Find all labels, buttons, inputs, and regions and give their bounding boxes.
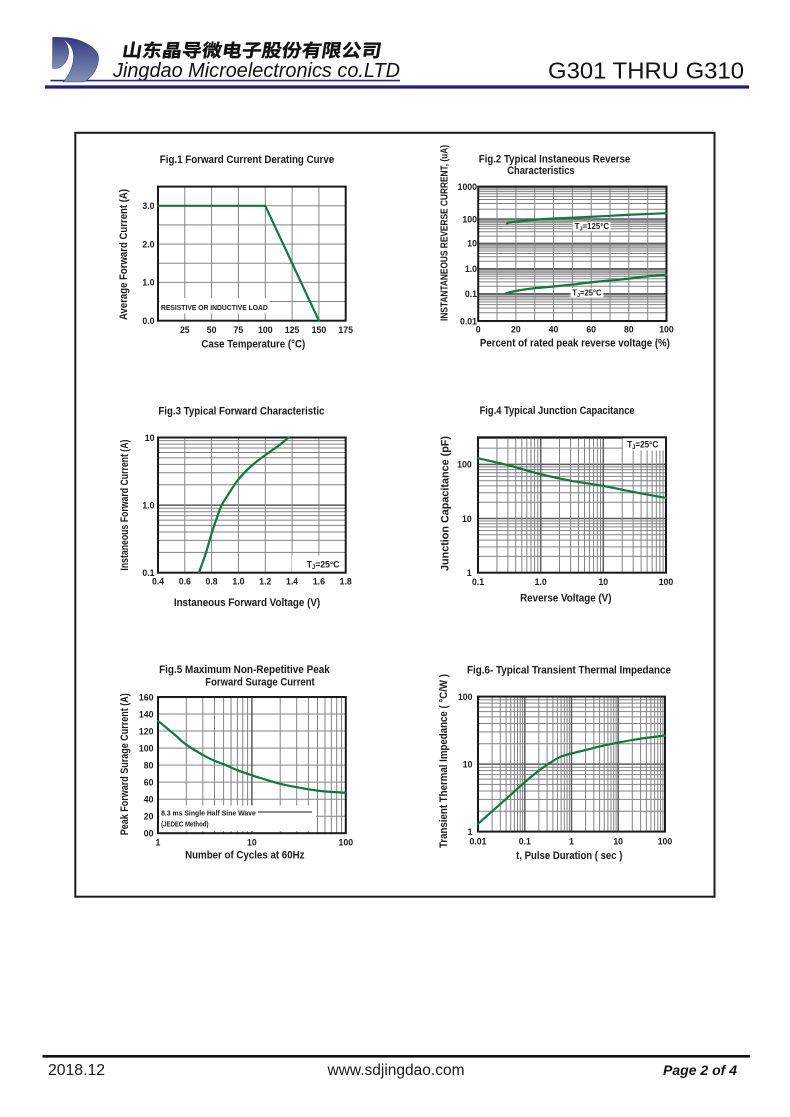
svg-text:1.8: 1.8 [340, 577, 352, 587]
svg-text:125: 125 [285, 325, 300, 335]
svg-text:160: 160 [139, 692, 154, 702]
svg-text:Instaneous Forward Voltage (V): Instaneous Forward Voltage (V) [174, 597, 321, 609]
svg-text:2.0: 2.0 [142, 239, 154, 249]
svg-text:100: 100 [659, 324, 674, 334]
svg-text:0.6: 0.6 [179, 577, 191, 587]
svg-text:10: 10 [247, 838, 257, 848]
svg-text:175: 175 [338, 325, 353, 335]
svg-text:60: 60 [586, 324, 596, 334]
svg-text:60: 60 [144, 777, 154, 787]
svg-text:10: 10 [613, 837, 623, 847]
svg-text:Peak Forward Surage Current (A: Peak Forward Surage Current (A) [119, 693, 131, 835]
svg-text:INSTANTANEOUS REVERSE CURRENT,: INSTANTANEOUS REVERSE CURRENT, (uA) [439, 145, 451, 321]
svg-text:Case Temperature (°C): Case Temperature (°C) [201, 339, 305, 351]
svg-text:80: 80 [624, 324, 634, 334]
svg-text:1: 1 [156, 838, 161, 848]
svg-text:1: 1 [569, 837, 574, 847]
svg-text:40: 40 [144, 795, 154, 805]
svg-text:100: 100 [458, 692, 473, 702]
svg-text:1.0: 1.0 [232, 577, 244, 587]
svg-text:1: 1 [467, 568, 472, 578]
svg-text:100: 100 [339, 838, 354, 848]
svg-text:Forward Surage Current: Forward Surage Current [205, 677, 315, 689]
svg-text:25: 25 [180, 325, 190, 335]
svg-text:Characteristics: Characteristics [507, 165, 574, 177]
svg-text:TJ=25°C: TJ=25°C [307, 559, 340, 571]
svg-text:3.0: 3.0 [142, 201, 154, 211]
svg-text:1.2: 1.2 [259, 577, 271, 587]
svg-text:1000: 1000 [458, 182, 477, 192]
svg-text:RESISTIVE OR INDUCTIVE LOAD: RESISTIVE OR INDUCTIVE LOAD [161, 303, 268, 312]
svg-text:75: 75 [234, 325, 244, 335]
svg-text:TJ=25°C: TJ=25°C [572, 289, 602, 299]
svg-text:Reverse Voltage (V): Reverse Voltage (V) [520, 593, 612, 605]
svg-text:2018.12: 2018.12 [48, 1062, 105, 1079]
svg-text:1.4: 1.4 [286, 577, 299, 587]
svg-text:0.1: 0.1 [519, 837, 531, 847]
svg-text:Fig.4 Typical Junction Capaci: Fig.4 Typical Junction Capacitance [480, 405, 635, 417]
svg-text:Number of Cycles at 60Hz: Number of Cycles at 60Hz [185, 850, 305, 862]
svg-text:Percent of rated peak reverse: Percent of rated peak reverse voltage (%… [480, 337, 670, 349]
svg-text:Fig.3 Typical Forward Charact: Fig.3 Typical Forward Characteristic [158, 405, 324, 417]
svg-text:50: 50 [207, 325, 217, 335]
svg-text:8.3 ms Single Half Sine Wave: 8.3 ms Single Half Sine Wave [161, 809, 256, 818]
svg-text:100: 100 [457, 460, 472, 470]
svg-text:www.sdjingdao.com: www.sdjingdao.com [326, 1062, 464, 1079]
svg-text:1.0: 1.0 [465, 264, 477, 274]
svg-text:0.1: 0.1 [142, 568, 154, 578]
svg-text:Fig.5 Maximum Non-Repetitive: Fig.5 Maximum Non-Repetitive Peak [159, 664, 330, 676]
svg-text:0.01: 0.01 [470, 837, 487, 847]
svg-text:0.1: 0.1 [465, 289, 477, 299]
svg-text:Average Forward Current (A): Average Forward Current (A) [118, 189, 130, 320]
svg-text:1.0: 1.0 [142, 278, 154, 288]
svg-text:140: 140 [139, 709, 154, 719]
svg-text:20: 20 [511, 324, 521, 334]
svg-text:Junction Capacitance (pF): Junction Capacitance (pF) [440, 436, 452, 571]
svg-text:100: 100 [462, 214, 477, 224]
svg-text:0.0: 0.0 [142, 316, 154, 326]
svg-text:0.4: 0.4 [152, 577, 165, 587]
svg-text:Transient Thermal Impedance (: Transient Thermal Impedance ( °C/W ) [438, 674, 450, 848]
svg-text:100: 100 [658, 837, 673, 847]
svg-text:Instaneous Forward Current (A: Instaneous Forward Current (A) [119, 439, 131, 570]
svg-text:1.0: 1.0 [142, 500, 154, 510]
svg-text:Fig.6- Typical Transient Therm: Fig.6- Typical Transient Thermal Impedan… [467, 664, 671, 676]
svg-text:0: 0 [476, 324, 481, 334]
svg-text:1.6: 1.6 [313, 577, 325, 587]
svg-text:10: 10 [467, 239, 477, 249]
svg-text:1: 1 [468, 827, 473, 837]
svg-text:t, Pulse Duration ( sec ): t, Pulse Duration ( sec ) [516, 850, 623, 862]
svg-text:10: 10 [462, 514, 472, 524]
svg-text:40: 40 [549, 324, 559, 334]
svg-text:1.0: 1.0 [535, 577, 547, 587]
svg-text:Page 2 of 4: Page 2 of 4 [663, 1062, 737, 1078]
svg-text:Fig.2 Typical Instaneous Reve: Fig.2 Typical Instaneous Reverse [479, 154, 631, 166]
svg-text:80: 80 [144, 760, 154, 770]
svg-text:Fig.1 Forward Current Deratin: Fig.1 Forward Current Derating Curve [160, 154, 334, 166]
svg-text:TJ=125°C: TJ=125°C [575, 222, 610, 232]
svg-text:(JEDEC Method): (JEDEC Method) [161, 820, 209, 829]
svg-text:Jingdao Microelectronics co.LT: Jingdao Microelectronics co.LTD [112, 60, 400, 82]
svg-text:0.8: 0.8 [206, 577, 218, 587]
svg-text:10: 10 [463, 759, 473, 769]
svg-text:100: 100 [139, 743, 154, 753]
svg-text:20: 20 [144, 812, 154, 822]
svg-text:120: 120 [139, 726, 154, 736]
svg-text:100: 100 [659, 577, 674, 587]
svg-text:TJ=25°C: TJ=25°C [627, 439, 658, 451]
svg-text:100: 100 [258, 325, 273, 335]
svg-text:00: 00 [144, 829, 154, 839]
svg-text:0.1: 0.1 [472, 577, 484, 587]
svg-text:10: 10 [598, 577, 608, 587]
svg-text:0.01: 0.01 [460, 316, 477, 326]
svg-text:10: 10 [145, 433, 155, 443]
svg-text:150: 150 [312, 325, 327, 335]
svg-text:G301 THRU G310: G301 THRU G310 [548, 57, 744, 83]
